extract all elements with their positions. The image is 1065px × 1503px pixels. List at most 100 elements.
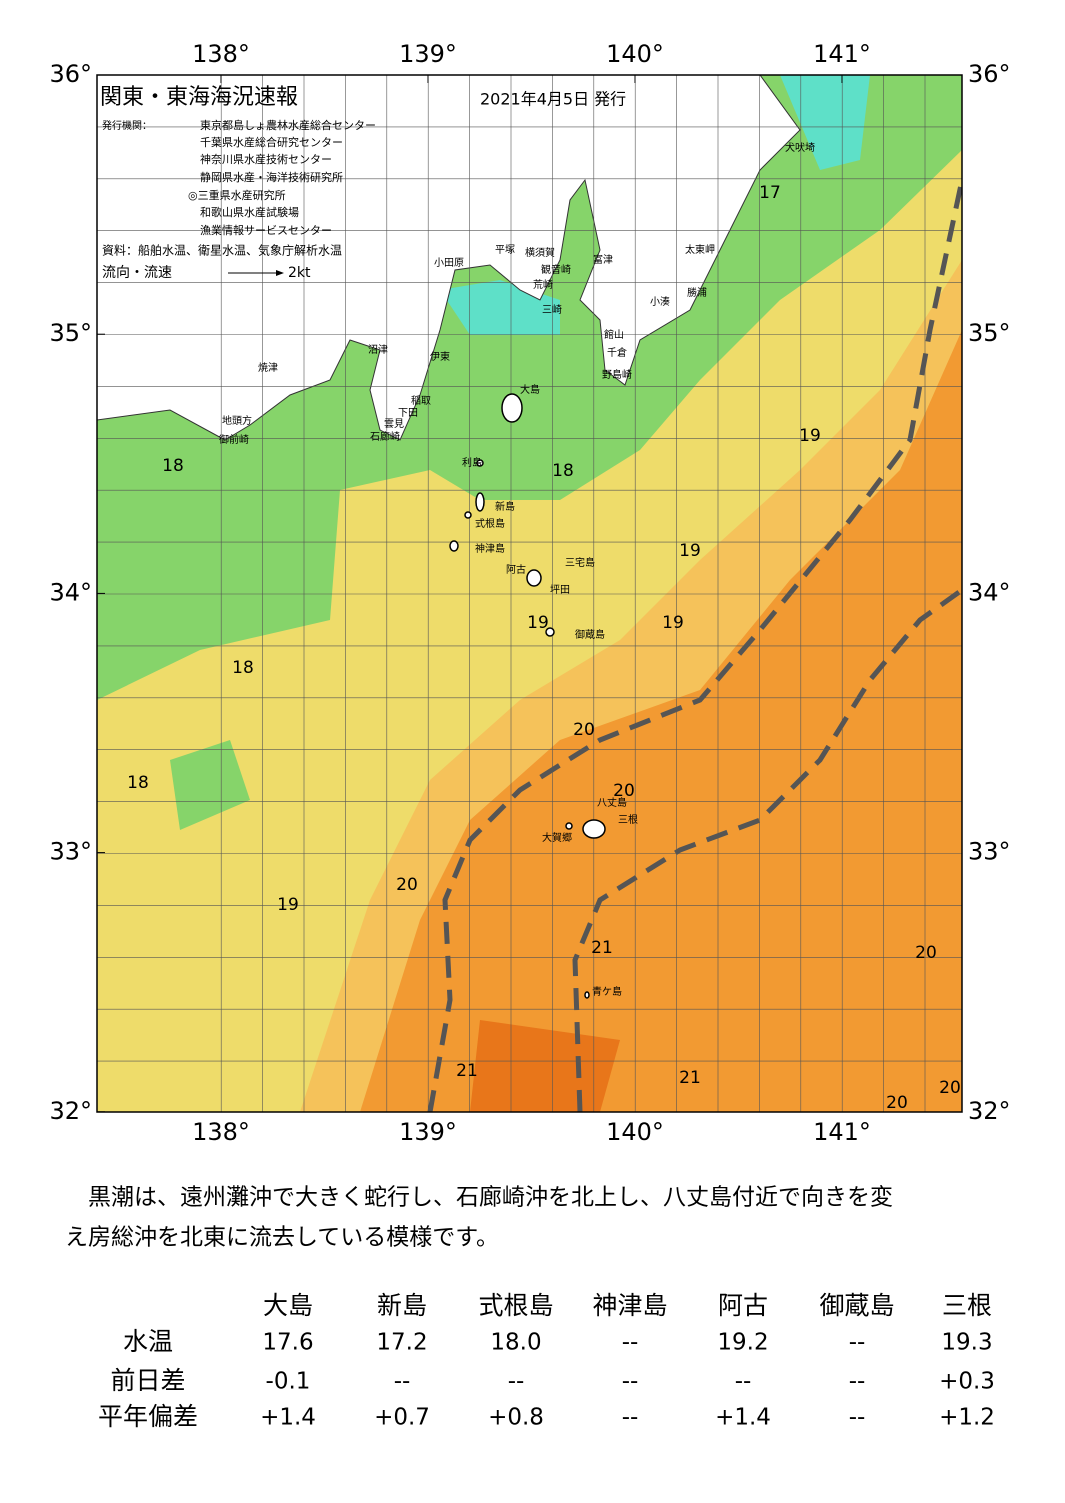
ocean-cold [780,75,870,170]
lat-tick-label: 35° [968,319,1011,347]
lat-tick-label: 32° [49,1097,92,1125]
row-label: 平年偏差 [98,1402,198,1431]
place-name: 野島崎 [602,368,632,381]
lon-tick-label: 141° [813,40,871,68]
date: 2021年4月5日 発行 [480,90,626,109]
issuer: 神奈川県水産技術センター [200,152,332,166]
place-name: 式根島 [475,517,505,530]
place-name: 御前崎 [219,433,249,446]
lon-tick-label: 140° [606,40,664,68]
place-name: 荒崎 [533,278,553,291]
table-header: 式根島 [478,1291,553,1320]
table-cell: +0.8 [488,1405,544,1431]
lon-tick-label: 139° [399,40,457,68]
source: 資料：船舶水温、衛星水温、気象庁解析水温 [102,243,342,258]
place-name: 横須賀 [525,246,555,259]
table-header: 新島 [377,1291,427,1320]
isotherm-label: 19 [527,613,549,633]
place-name: 太東岬 [685,243,715,256]
lat-tick-label: 36° [49,60,92,88]
place-name: 地頭方 [222,414,252,427]
place-name: 小田原 [434,257,464,269]
place-name: 阿古 [506,563,526,576]
table-cell: -- [849,1330,866,1356]
lat-tick-label: 36° [968,60,1011,88]
issuer: 漁業情報サービスセンター [200,223,332,237]
lon-tick-label: 139° [399,1118,457,1146]
table-cell: -- [622,1330,639,1356]
land [97,75,801,441]
lon-tick-label: 138° [192,1118,250,1146]
isotherm-label: 18 [552,461,574,481]
row-label: 前日差 [110,1366,185,1395]
place-name: 平塚 [495,244,515,256]
row-label: 水温 [123,1327,173,1356]
isotherm-label: 20 [886,1093,908,1113]
table-cell: -0.1 [266,1369,311,1395]
place-name: 石廊崎 [370,430,400,443]
place-name: 千倉 [607,346,627,359]
isotherm-label: 20 [915,943,937,963]
place-name: 勝浦 [687,286,707,299]
lon-tick-label: 140° [606,1118,664,1146]
isotherm-label: 21 [456,1061,478,1081]
issuer: 静岡県水産・海洋技術研究所 [200,170,343,184]
place-name: 大賀郷 [542,831,572,844]
isotherm-label: 18 [162,456,184,476]
isotherm-label: 20 [573,720,595,740]
place-name: 沼津 [368,343,388,356]
table-cell: 19.2 [717,1330,768,1356]
place-name: 神津島 [475,542,505,555]
issuer: ◎三重県水産研究所 [188,188,286,202]
lat-tick-label: 35° [49,319,92,347]
summary-line: え房総沖を北東に流去している模様です。 [65,1225,499,1251]
table-cell: +1.2 [939,1405,995,1431]
table-cell: +1.4 [260,1405,316,1431]
table-cell: -- [622,1405,639,1431]
table-cell: 19.3 [941,1330,992,1356]
isotherm-label: 19 [662,613,684,633]
issuer: 和歌山県水産試験場 [200,205,299,219]
flow-scale: 2kt [288,265,311,281]
isotherm-label: 18 [127,773,149,793]
table-cell: -- [394,1369,411,1395]
place-name: 三崎 [542,303,562,316]
isotherm-label: 20 [396,875,418,895]
issuer: 東京都島しょ農林水産総合センター [200,118,376,132]
kuroshio-path [427,179,962,1112]
lat-tick-label: 34° [49,578,92,606]
place-name: 御蔵島 [575,628,605,641]
place-name: 雲見 [384,418,404,430]
table-header: 神津島 [592,1291,667,1320]
lon-tick-label: 138° [192,40,250,68]
ocean-cool [97,75,962,700]
table-cell: -- [622,1369,639,1395]
table-cell: +1.4 [715,1405,771,1431]
ocean-hot [470,1020,620,1112]
place-name: 館山 [604,328,624,341]
isotherm-label: 20 [613,781,635,801]
lat-tick-label: 32° [968,1097,1011,1125]
place-name: 富津 [593,253,613,266]
place-name: 大島 [520,383,540,396]
isotherm-label: 21 [591,938,613,958]
table-cell: +0.7 [374,1405,430,1431]
place-name: 新島 [495,500,515,513]
place-name: 八丈島 [597,796,627,809]
table-header: 三根 [942,1291,992,1320]
table-cell: -- [849,1405,866,1431]
isotherm-label: 21 [679,1068,701,1088]
isotherm-label: 19 [799,426,821,446]
isotherm-label: 18 [232,658,254,678]
isotherm-label: 20 [939,1078,961,1098]
place-name: 三根 [618,813,638,826]
grid [97,75,962,1112]
place-name: 下田 [398,408,418,419]
place-name: 三宅島 [565,556,595,569]
place-name: 利島 [462,456,482,469]
table-cell: +0.3 [939,1369,995,1395]
table-cell: -- [849,1369,866,1395]
place-name: 観音崎 [541,263,571,276]
map: 関東・東海海況速報 2021年4月5日 発行 発行機関： 資料：船舶水温、衛星水… [96,74,963,1113]
